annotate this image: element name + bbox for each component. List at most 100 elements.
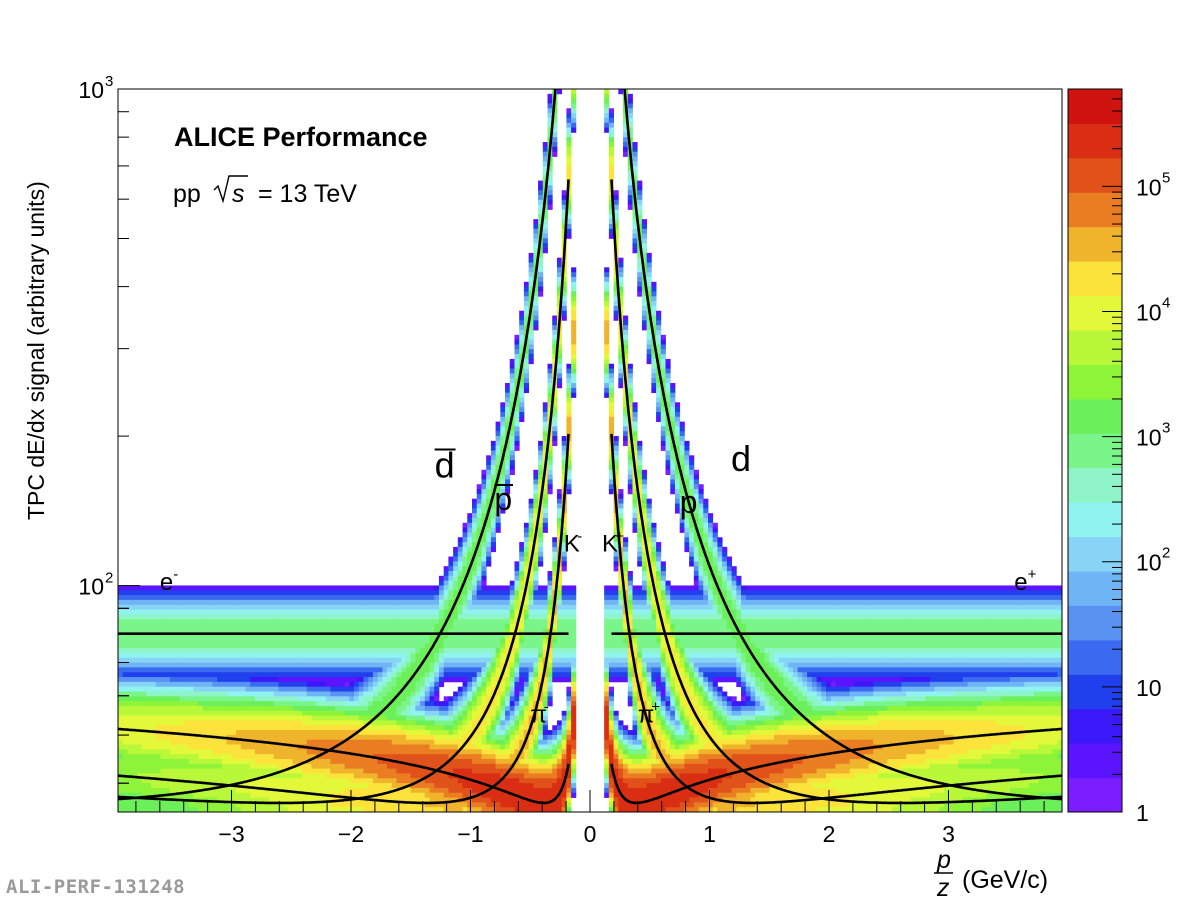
heat-cell [123, 749, 128, 754]
heat-cell [288, 716, 293, 721]
heat-cell [217, 725, 222, 730]
heat-cell [538, 267, 543, 272]
heat-cell [283, 677, 288, 682]
heat-cell [519, 720, 524, 725]
heat-cell [241, 595, 246, 600]
heat-cell [132, 716, 137, 721]
heat-cell [463, 653, 468, 658]
heat-cell [307, 585, 312, 590]
heat-cell [514, 335, 519, 340]
heat-cell [345, 725, 350, 730]
heat-cell [430, 783, 435, 788]
heat-cell [118, 696, 123, 701]
heat-cell [264, 778, 269, 783]
heat-cell [543, 638, 548, 643]
heat-cell [260, 590, 265, 595]
heat-cell [396, 716, 401, 721]
heat-cell [349, 638, 354, 643]
heat-cell [151, 802, 156, 807]
heat-cell [278, 778, 283, 783]
heat-cell [453, 672, 458, 677]
heat-cell [458, 614, 463, 619]
heat-cell [463, 701, 468, 706]
heat-cell [236, 619, 241, 624]
heat-cell [316, 648, 321, 653]
heat-cell [175, 769, 180, 774]
heat-cell [425, 749, 430, 754]
heat-cell [165, 740, 170, 745]
heat-cell [288, 720, 293, 725]
heat-cell [373, 643, 378, 648]
heat-cell [510, 783, 515, 788]
heat-cell [264, 667, 269, 672]
heat-cell [297, 778, 302, 783]
heat-cell [326, 696, 331, 701]
heat-cell [359, 610, 364, 615]
heat-cell [330, 638, 335, 643]
heat-cell [241, 764, 246, 769]
heat-cell [245, 624, 250, 629]
heat-cell [170, 600, 175, 605]
heat-cell [212, 769, 217, 774]
heat-cell [312, 725, 317, 730]
heat-cell [510, 798, 515, 803]
heat-cell [491, 585, 496, 590]
heat-cell [245, 773, 250, 778]
heat-cell [505, 802, 510, 807]
heat-cell [307, 653, 312, 658]
heat-cell [387, 624, 392, 629]
heat-cell [184, 619, 189, 624]
heat-cell [222, 745, 227, 750]
heat-cell [160, 701, 165, 706]
heat-cell [293, 595, 298, 600]
heat-cell [425, 677, 430, 682]
heat-cell [227, 648, 232, 653]
heat-cell [118, 682, 123, 687]
heat-cell [548, 103, 553, 108]
heat-cell [378, 610, 383, 615]
heat-cell [548, 769, 553, 774]
heat-cell [392, 740, 397, 745]
heat-cell [212, 745, 217, 750]
heat-cell [250, 677, 255, 682]
heat-cell [321, 769, 326, 774]
heat-cell [231, 725, 236, 730]
heat-cell [524, 764, 529, 769]
heat-cell [132, 740, 137, 745]
heat-cell [444, 701, 449, 706]
heat-cell [160, 638, 165, 643]
heat-cell [208, 696, 213, 701]
heat-cell [477, 692, 482, 697]
heat-cell [255, 706, 260, 711]
heat-cell [491, 465, 496, 470]
heat-cell [255, 701, 260, 706]
heat-cell [543, 422, 548, 427]
heat-cell [312, 706, 317, 711]
heat-cell [127, 687, 132, 692]
heat-cell [477, 585, 482, 590]
heat-cell [160, 788, 165, 793]
heat-cell [396, 619, 401, 624]
heat-cell [448, 740, 453, 745]
heat-cell [288, 643, 293, 648]
heat-cell [448, 778, 453, 783]
heat-cell [519, 325, 524, 330]
heat-cell [467, 667, 472, 672]
heat-cell [481, 696, 486, 701]
heat-cell [236, 648, 241, 653]
heat-cell [151, 769, 156, 774]
heat-cell [382, 624, 387, 629]
heat-cell [194, 643, 199, 648]
heat-cell [142, 600, 147, 605]
heat-cell [349, 600, 354, 605]
heat-cell [477, 687, 482, 692]
heat-cell [444, 610, 449, 615]
heat-cell [411, 696, 416, 701]
heat-cell [458, 711, 463, 716]
heat-cell [368, 648, 373, 653]
heat-cell [434, 735, 439, 740]
heat-cell [132, 648, 137, 653]
heat-cell [335, 595, 340, 600]
heat-cell [127, 677, 132, 682]
heat-cell [222, 687, 227, 692]
